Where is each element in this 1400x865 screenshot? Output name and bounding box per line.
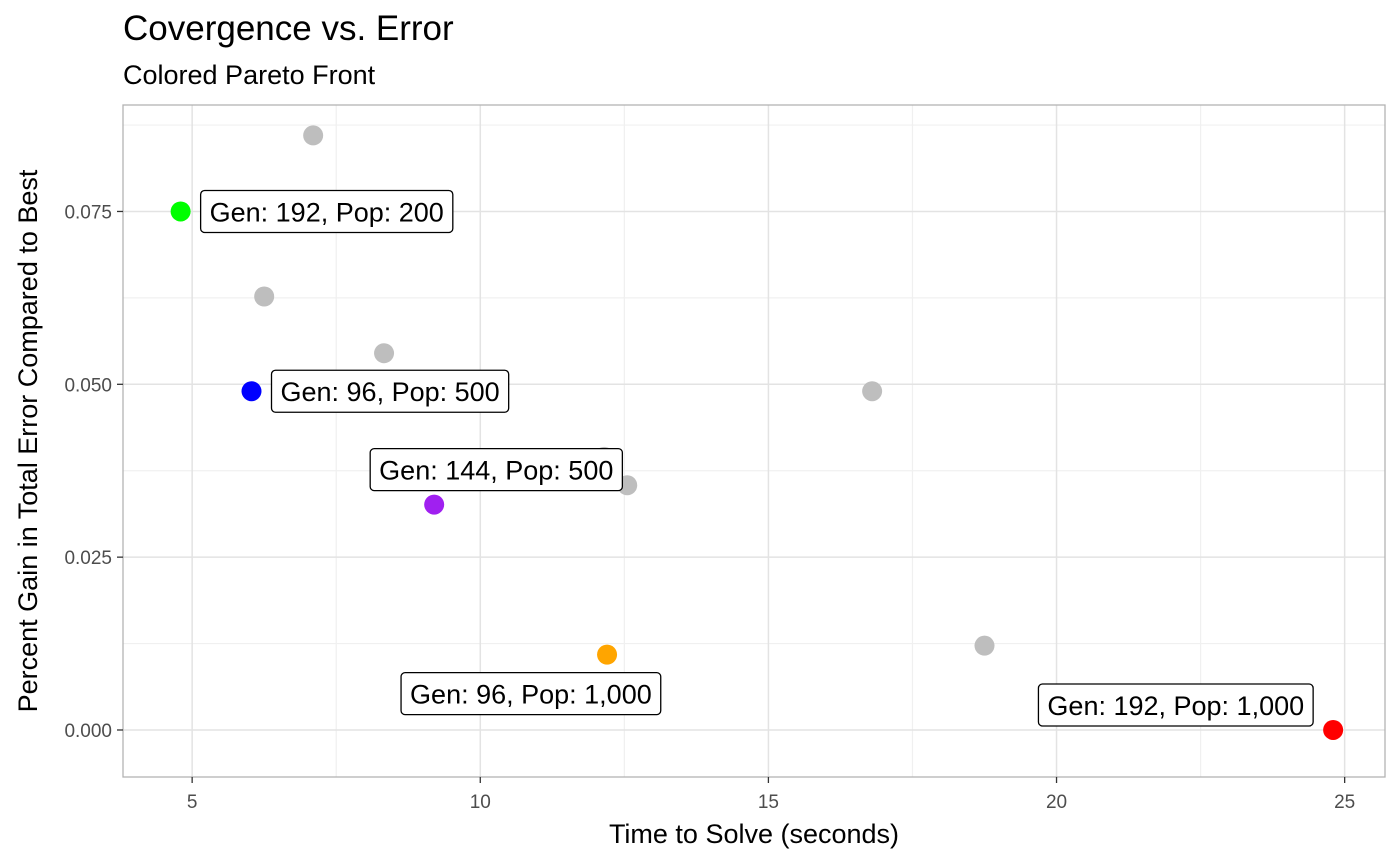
point-label: Gen: 192, Pop: 1,000: [1037, 683, 1314, 727]
point-label: Gen: 144, Pop: 500: [369, 447, 624, 492]
data-point: [374, 343, 395, 364]
label-text: Gen: 96, Pop: 1,000: [410, 680, 652, 710]
x-axis-title: Time to Solve (seconds): [609, 819, 899, 849]
x-tick-label: 5: [187, 792, 198, 813]
labels-layer: Gen: 192, Pop: 200 Gen: 96, Pop: 500 Gen: …: [199, 189, 1314, 727]
label-text: Gen: 96, Pop: 500: [281, 377, 500, 407]
y-tick-label: 0.025: [64, 548, 112, 569]
grid-layer: [123, 105, 1385, 777]
chart-subtitle: Colored Pareto Front: [123, 60, 376, 90]
label-text: Gen: 144, Pop: 500: [379, 456, 613, 486]
label-box: [1037, 683, 1314, 727]
y-tick-label: 0.075: [64, 202, 112, 223]
data-point: [974, 635, 995, 656]
chart-title: Covergence vs. Error: [123, 9, 454, 48]
x-tick-label: 20: [1046, 792, 1067, 813]
data-point: [254, 286, 275, 307]
data-point: [597, 644, 618, 665]
label-box: [199, 189, 454, 234]
data-point: [1323, 719, 1344, 740]
x-tick-label: 15: [758, 792, 779, 813]
panel-border: [122, 104, 1386, 778]
data-point: [170, 201, 191, 222]
y-tick-label: 0.050: [64, 375, 112, 396]
data-point: [862, 381, 883, 402]
label-box: [270, 369, 510, 413]
label-text: Gen: 192, Pop: 200: [210, 197, 444, 227]
y-tick-label: 0.000: [64, 721, 112, 742]
y-axis-title: Percent Gain in Total Error Compared to …: [13, 169, 43, 712]
point-label: Gen: 96, Pop: 1,000: [400, 671, 662, 716]
data-point: [241, 381, 262, 402]
label-box: [400, 671, 662, 716]
ticks-layer: 5 10 15 20 25 0.000 0.025 0.050 0.075: [64, 202, 1355, 813]
label-box: [369, 447, 624, 492]
label-text: Gen: 192, Pop: 1,000: [1047, 691, 1304, 721]
point-label: Gen: 192, Pop: 200: [199, 189, 454, 234]
x-tick-label: 25: [1334, 792, 1355, 813]
data-point: [424, 494, 445, 515]
point-label: Gen: 96, Pop: 500: [270, 369, 510, 413]
x-tick-label: 10: [470, 792, 491, 813]
data-point: [303, 125, 324, 146]
